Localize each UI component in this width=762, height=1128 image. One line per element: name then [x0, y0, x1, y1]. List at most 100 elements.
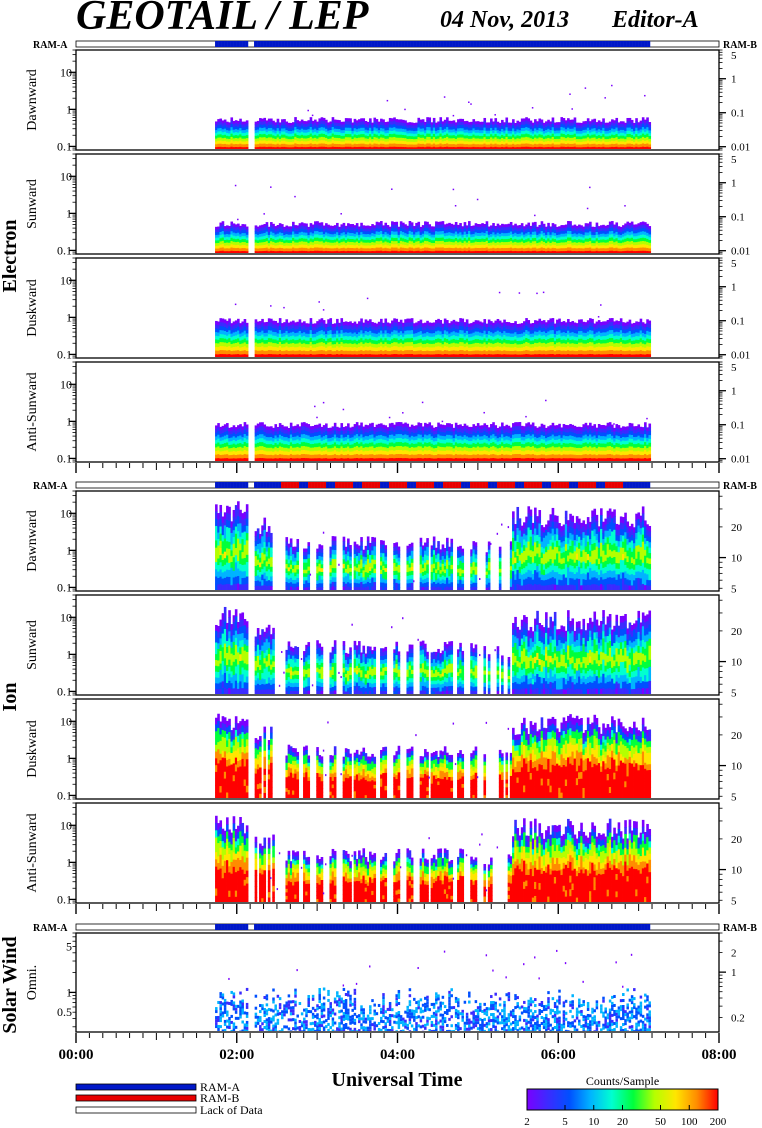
- spectrogram-cell: [314, 134, 317, 139]
- spectrogram-cell: [558, 245, 561, 249]
- spectrogram-cell: [276, 242, 280, 246]
- spectrogram-cell: [388, 245, 392, 250]
- spectrogram-cell: [391, 354, 394, 357]
- spectrogram-cell: [305, 121, 308, 125]
- spectrogram-cell: [404, 230, 407, 234]
- spectrogram-cell: [375, 146, 379, 149]
- spectrogram-cell: [230, 143, 234, 148]
- spectrogram-cell: [391, 143, 394, 148]
- spectrogram-cell: [318, 146, 322, 149]
- spectrogram-cell: [364, 330, 368, 336]
- spectrogram-cell: [470, 234, 473, 238]
- spectrogram-cell: [384, 334, 388, 339]
- spectrogram-cell: [380, 322, 383, 328]
- spectrogram-cell: [498, 136, 502, 140]
- spectrogram-cell: [582, 124, 586, 128]
- spectrogram-cell: [344, 228, 348, 232]
- spectrogram-cell: [457, 233, 460, 238]
- ram-bar-segment: [347, 41, 351, 47]
- spectrogram-cell: [424, 130, 427, 134]
- spectrogram-cell: [274, 226, 278, 230]
- spectrogram-cell: [589, 234, 592, 239]
- spectrogram-cell: [406, 234, 410, 238]
- spectrogram-cell: [300, 340, 304, 345]
- spectrogram-cell: [278, 250, 282, 253]
- spectrogram-cell: [518, 144, 522, 148]
- spectrogram-cell: [340, 135, 344, 140]
- spectrogram-cell: [314, 247, 317, 252]
- spectrogram-cell: [547, 140, 550, 145]
- spectrogram-cell: [311, 132, 315, 136]
- spectrogram-cell: [333, 337, 337, 342]
- spectrogram-cell: [578, 122, 581, 126]
- spectrogram-cell: [558, 133, 561, 137]
- spectrogram-cell: [516, 135, 520, 139]
- spectrogram-cell: [329, 354, 333, 357]
- spectrogram-cell: [542, 128, 546, 132]
- spectrogram-cell: [644, 125, 647, 130]
- spectrogram-cell: [386, 135, 390, 140]
- spectrogram-cell: [261, 134, 264, 138]
- ram-bar-segment: [542, 41, 546, 47]
- spectrogram-cell: [496, 223, 500, 228]
- spectrogram-cell: [377, 336, 381, 341]
- spectrogram-cell: [360, 247, 363, 252]
- spectrogram-cell: [355, 235, 359, 240]
- spectrogram-cell: [617, 138, 621, 143]
- spectrogram-cell: [584, 87, 587, 89]
- spectrogram-cell: [514, 223, 517, 228]
- spectrogram-cell: [531, 222, 535, 227]
- spectrogram-cell: [325, 354, 328, 357]
- spectrogram-cell: [237, 354, 240, 357]
- spectrogram-cell: [503, 251, 506, 253]
- spectrogram-cell: [371, 147, 374, 149]
- spectrogram-cell: [221, 227, 225, 232]
- spectrogram-cell: [639, 222, 643, 226]
- spectrogram-cell: [525, 146, 528, 149]
- spectrogram-cell: [454, 237, 458, 242]
- spectrogram-cell: [338, 141, 341, 145]
- spectrogram-cell: [237, 123, 240, 128]
- spectrogram-cell: [292, 136, 295, 140]
- spectrogram-cell: [267, 251, 271, 253]
- ram-bar-segment: [536, 41, 540, 47]
- ram-bar-segment: [341, 41, 345, 47]
- spectrogram-cell: [573, 224, 577, 229]
- spectrogram-cell: [371, 224, 374, 228]
- spectrogram-cell: [529, 129, 533, 133]
- spectrogram-cell: [419, 134, 423, 139]
- spectrogram-cell: [549, 127, 553, 131]
- spectrogram-cell: [309, 140, 313, 144]
- spectrogram-cell: [624, 232, 627, 237]
- spectrogram-cell: [553, 251, 557, 253]
- spectrogram-cell: [611, 146, 614, 149]
- spectrogram-cell: [318, 127, 322, 132]
- spectrogram-cell: [336, 122, 339, 127]
- spectrogram-cell: [580, 231, 583, 235]
- spectrogram-cell: [245, 245, 249, 250]
- spectrogram-cell: [221, 138, 225, 142]
- spectrogram-cell: [569, 137, 572, 142]
- spectrogram-cell: [461, 146, 465, 149]
- spectrogram-cell: [358, 237, 361, 241]
- spectrogram-cell: [593, 124, 597, 129]
- spectrogram-cell: [505, 242, 509, 246]
- spectrogram-cell: [437, 132, 440, 137]
- spectrogram-cell: [626, 140, 630, 145]
- spectrogram-cell: [424, 224, 427, 229]
- spectrogram-cell: [276, 236, 280, 241]
- spectrogram-cell: [573, 251, 577, 253]
- spectrogram-cell: [342, 144, 346, 148]
- spectrogram-cell: [569, 128, 572, 133]
- spectrogram-cell: [287, 234, 291, 238]
- spectrogram-cell: [303, 350, 306, 355]
- spectrogram-cell: [454, 244, 458, 249]
- spectrogram-cell: [441, 138, 445, 142]
- spectrogram-cell: [217, 350, 220, 355]
- spectrogram-cell: [545, 248, 548, 252]
- spectrogram-cell: [226, 350, 229, 355]
- spectrogram-cell: [617, 141, 621, 145]
- spectrogram-cell: [617, 136, 621, 140]
- spectrogram-cell: [556, 248, 559, 252]
- spectrogram-cell: [320, 136, 324, 141]
